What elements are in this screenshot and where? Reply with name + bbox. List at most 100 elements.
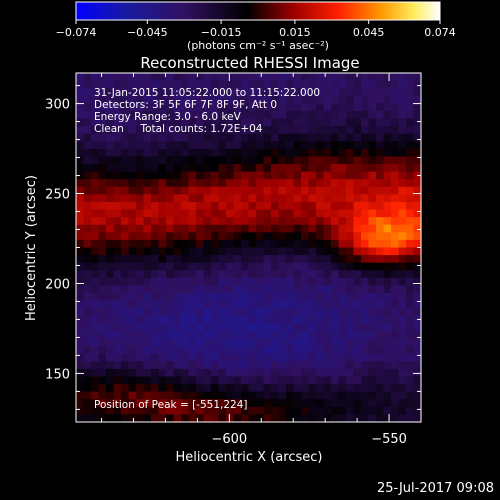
heatmap-pixel: [211, 126, 220, 135]
heatmap-pixel: [76, 391, 85, 400]
heatmap-pixel: [256, 156, 265, 165]
heatmap-pixel: [391, 277, 400, 287]
heatmap-pixel: [196, 164, 205, 173]
heatmap-pixel: [106, 186, 115, 195]
heatmap-pixel: [256, 110, 265, 120]
heatmap-pixel: [383, 171, 392, 180]
heatmap-pixel: [76, 141, 85, 150]
heatmap-pixel: [338, 300, 347, 309]
heatmap-pixel: [316, 368, 325, 378]
heatmap-pixel: [83, 164, 92, 173]
heatmap-pixel: [218, 384, 227, 393]
heatmap-pixel: [196, 247, 205, 256]
heatmap-pixel: [263, 88, 272, 97]
heatmap-pixel: [286, 384, 295, 393]
heatmap-pixel: [151, 164, 160, 173]
heatmap-pixel: [293, 224, 302, 233]
heatmap-pixel: [346, 376, 355, 385]
heatmap-pixel: [196, 308, 205, 317]
heatmap-pixel: [368, 353, 377, 362]
heatmap-pixel: [256, 126, 265, 135]
heatmap-pixel: [271, 308, 280, 317]
heatmap-pixel: [406, 361, 415, 370]
heatmap-pixel: [263, 285, 272, 294]
heatmap-pixel: [398, 330, 407, 340]
heatmap-pixel: [316, 285, 325, 294]
heatmap-pixel: [166, 384, 175, 393]
heatmap-pixel: [278, 368, 287, 378]
heatmap-pixel: [376, 414, 385, 423]
heatmap-pixel: [331, 285, 340, 294]
axis-ticks: −600−550−500150200250300: [45, 73, 422, 447]
heatmap-pixel: [263, 110, 272, 120]
heatmap-pixel: [166, 73, 175, 82]
heatmap-pixel: [121, 103, 130, 112]
heatmap-pixel: [413, 270, 422, 279]
heatmap-pixel: [188, 224, 197, 233]
heatmap-pixel: [143, 224, 152, 233]
heatmap-pixel: [196, 103, 205, 112]
heatmap-pixel: [323, 315, 332, 324]
heatmap-pixel: [158, 171, 167, 180]
heatmap-pixel: [338, 338, 347, 347]
heatmap-pixel: [166, 368, 175, 378]
heatmap-pixel: [316, 73, 325, 82]
heatmap-pixel: [346, 262, 355, 271]
heatmap-pixel: [158, 300, 167, 309]
heatmap-pixel: [196, 118, 205, 127]
heatmap-pixel: [233, 217, 242, 226]
heatmap-pixel: [361, 376, 370, 385]
heatmap-pixel: [263, 376, 272, 385]
heatmap-pixel: [338, 95, 347, 104]
heatmap-pixel: [203, 315, 212, 324]
heatmap-pixel: [83, 141, 92, 150]
heatmap-pixel: [406, 209, 415, 218]
heatmap-pixel: [218, 118, 227, 127]
heatmap-pixel: [211, 414, 220, 423]
heatmap-pixel: [413, 232, 422, 241]
heatmap-pixel: [181, 179, 190, 188]
heatmap-pixel: [128, 126, 137, 135]
heatmap-pixel: [151, 171, 160, 180]
heatmap-pixel: [346, 338, 355, 347]
heatmap-pixel: [76, 308, 85, 317]
heatmap-pixel: [106, 126, 115, 135]
heatmap-pixel: [76, 255, 85, 264]
heatmap-pixel: [353, 73, 362, 82]
heatmap-pixel: [233, 353, 242, 362]
heatmap-pixel: [158, 255, 167, 264]
heatmap-pixel: [383, 414, 392, 423]
heatmap-pixel: [83, 80, 92, 89]
heatmap-pixel: [301, 285, 310, 294]
heatmap-pixel: [203, 224, 212, 233]
heatmap-pixel: [316, 338, 325, 347]
heatmap-pixel: [308, 323, 317, 332]
heatmap-pixel: [331, 353, 340, 362]
heatmap-pixel: [353, 224, 362, 233]
heatmap-pixel: [98, 148, 107, 158]
heatmap-pixel: [121, 148, 130, 158]
heatmap-pixel: [241, 330, 250, 340]
heatmap-pixel: [391, 330, 400, 340]
heatmap-pixel: [151, 406, 160, 416]
heatmap-pixel: [76, 247, 85, 256]
heatmap-pixel: [368, 156, 377, 165]
heatmap-pixel: [323, 133, 332, 142]
heatmap-pixel: [308, 141, 317, 150]
heatmap-pixel: [181, 110, 190, 120]
heatmap-pixel: [173, 270, 182, 279]
heatmap-pixel: [173, 277, 182, 287]
heatmap-pixel: [76, 133, 85, 142]
heatmap-pixel: [293, 126, 302, 135]
heatmap-pixel: [173, 156, 182, 165]
heatmap-pixel: [226, 255, 235, 264]
heatmap-pixel: [286, 141, 295, 150]
heatmap-pixel: [398, 209, 407, 218]
heatmap-pixel: [316, 118, 325, 127]
heatmap-pixel: [293, 88, 302, 97]
heatmap-pixel: [376, 209, 385, 218]
heatmap-pixel: [256, 270, 265, 279]
heatmap-pixel: [241, 232, 250, 241]
heatmap-pixel: [391, 80, 400, 89]
heatmap-pixel: [376, 368, 385, 378]
